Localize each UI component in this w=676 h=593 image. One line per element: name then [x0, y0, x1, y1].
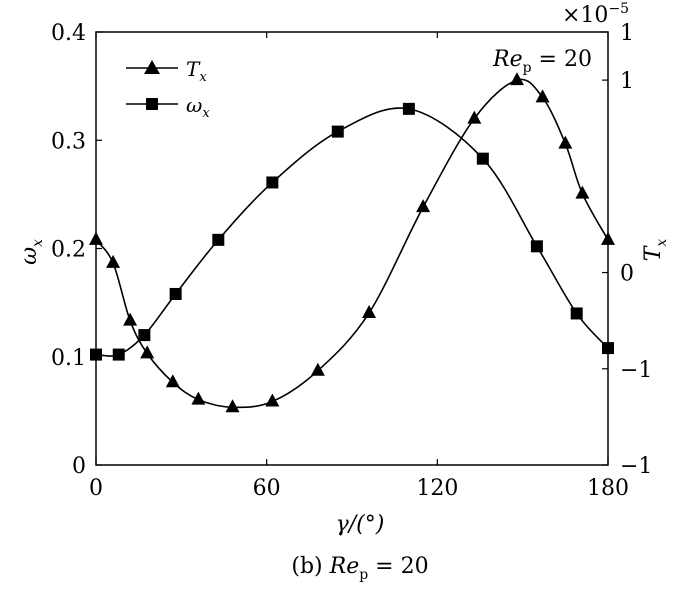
y-left-tick-label: 0	[72, 454, 86, 479]
data-point-triangle	[575, 185, 590, 199]
data-point-square	[570, 307, 583, 320]
data-point-triangle	[467, 110, 482, 124]
data-point-triangle	[106, 254, 121, 268]
y-left-tick-label: 0.4	[51, 21, 86, 46]
legend: Tx ωx	[126, 57, 210, 121]
figure-caption: (b) Rep = 20	[291, 554, 428, 583]
data-point-square	[530, 240, 543, 253]
y-left-tick-label: 0.2	[51, 238, 86, 263]
x-tick-label: 60	[253, 476, 281, 501]
data-point-triangle	[535, 89, 550, 103]
data-point-triangle	[509, 72, 524, 86]
data-point-square	[331, 125, 344, 138]
data-point-square	[266, 176, 279, 189]
data-point-triangle	[165, 374, 180, 388]
data-point-square	[476, 152, 489, 165]
series-line-wx	[95, 107, 609, 357]
data-point-triangle	[89, 231, 103, 245]
reynolds-annotation: Rep = 20	[492, 47, 592, 76]
data-point-square	[602, 342, 614, 355]
data-point-triangle	[416, 199, 431, 213]
tick-labels: 0 60 120 180 0 0.1 0.2 0.3 0.4 −1 −1 0 1 1	[51, 21, 652, 501]
data-point-triangle	[140, 345, 155, 359]
data-point-triangle	[191, 391, 206, 405]
y-right-tick-label: −1	[620, 358, 652, 383]
series-layer	[89, 72, 615, 413]
data-point-square	[138, 329, 151, 342]
y-right-axis-label: Tx	[641, 239, 670, 262]
y-left-axis-label: ωx	[17, 239, 46, 265]
data-point-triangle	[225, 399, 240, 413]
x-tick-label: 0	[89, 476, 103, 501]
data-point-square	[402, 102, 415, 115]
legend-marker-square	[146, 98, 158, 110]
data-point-triangle	[265, 393, 280, 407]
x-tick-label: 180	[587, 476, 629, 501]
right-axis-multiplier: ×10−5	[562, 1, 629, 28]
y-right-tick-label: 1	[620, 69, 634, 94]
data-point-square	[169, 287, 182, 300]
series-line-tx	[95, 78, 609, 409]
data-point-triangle	[310, 362, 325, 376]
data-point-triangle	[601, 231, 615, 245]
y-right-tick-label: 0	[620, 262, 634, 287]
y-left-tick-label: 0.3	[51, 129, 86, 154]
legend-label-tx: Tx	[186, 57, 207, 85]
x-axis-label: γ/(°)	[336, 512, 385, 537]
y-right-tick-label: −1	[620, 454, 652, 479]
data-point-triangle	[558, 135, 573, 149]
legend-label-wx: ωx	[186, 93, 210, 121]
x-tick-label: 120	[416, 476, 458, 501]
legend-marker-triangle	[144, 60, 160, 74]
data-point-triangle	[362, 304, 377, 318]
data-point-square	[212, 233, 225, 246]
y-right-tick-label: 1	[620, 21, 634, 46]
data-point-square	[112, 348, 125, 361]
data-point-triangle	[123, 312, 138, 326]
data-point-square	[90, 348, 102, 361]
y-left-tick-label: 0.1	[51, 346, 86, 371]
